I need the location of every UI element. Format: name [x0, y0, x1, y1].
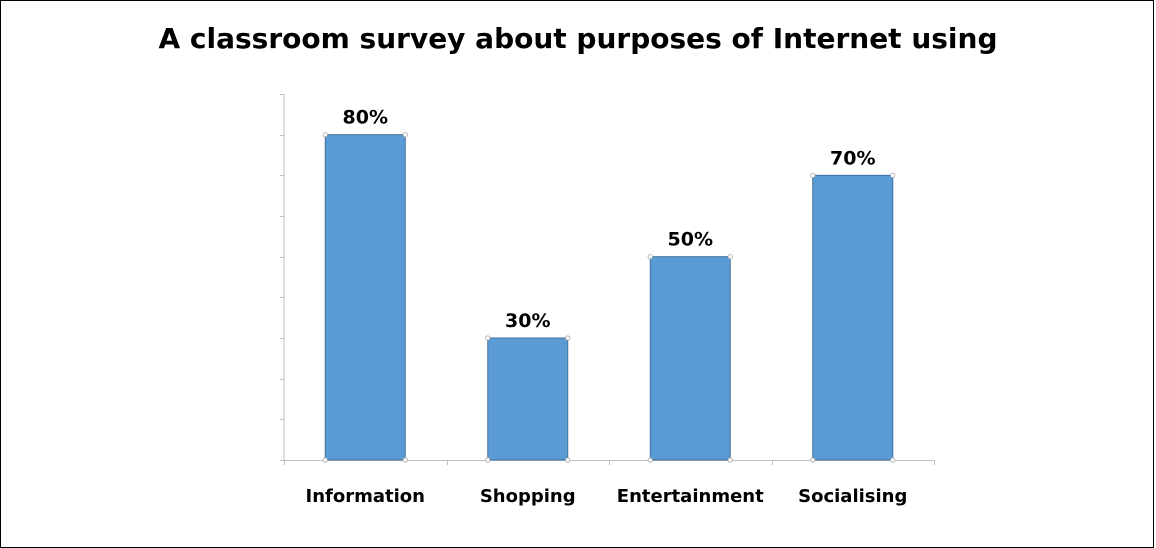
bar-entertainment	[650, 257, 730, 460]
category-label: Socialising	[798, 486, 907, 507]
bar-handle-marker	[648, 458, 652, 462]
bar-handle-marker	[728, 458, 732, 462]
bar-handle-marker	[486, 336, 490, 340]
bar-shopping	[488, 338, 568, 460]
bar-handle-marker	[403, 132, 407, 136]
bar-handle-marker	[648, 254, 652, 258]
category-label: Shopping	[480, 486, 576, 507]
category-label: Entertainment	[617, 486, 764, 507]
data-label: 80%	[343, 107, 388, 129]
category-label: Information	[306, 486, 425, 507]
bar-handle-marker	[323, 458, 327, 462]
bar-handle-marker	[811, 458, 815, 462]
bar-handle-marker	[891, 173, 895, 177]
data-label: 50%	[668, 229, 713, 251]
bar-chart: 80% Information 30% Shopping 50% Entertainmen…	[0, 0, 1156, 537]
bar-handle-marker	[486, 458, 490, 462]
data-label: 30%	[505, 310, 550, 332]
bar-handle-marker	[566, 458, 570, 462]
bar-handle-marker	[891, 458, 895, 462]
bar-handle-marker	[566, 336, 570, 340]
bar-information	[325, 135, 405, 460]
bars-group	[323, 132, 895, 462]
bar-handle-marker	[323, 132, 327, 136]
bar-handle-marker	[811, 173, 815, 177]
bar-socialising	[813, 175, 893, 460]
bar-handle-marker	[403, 458, 407, 462]
data-label: 70%	[830, 147, 875, 169]
bar-handle-marker	[728, 254, 732, 258]
